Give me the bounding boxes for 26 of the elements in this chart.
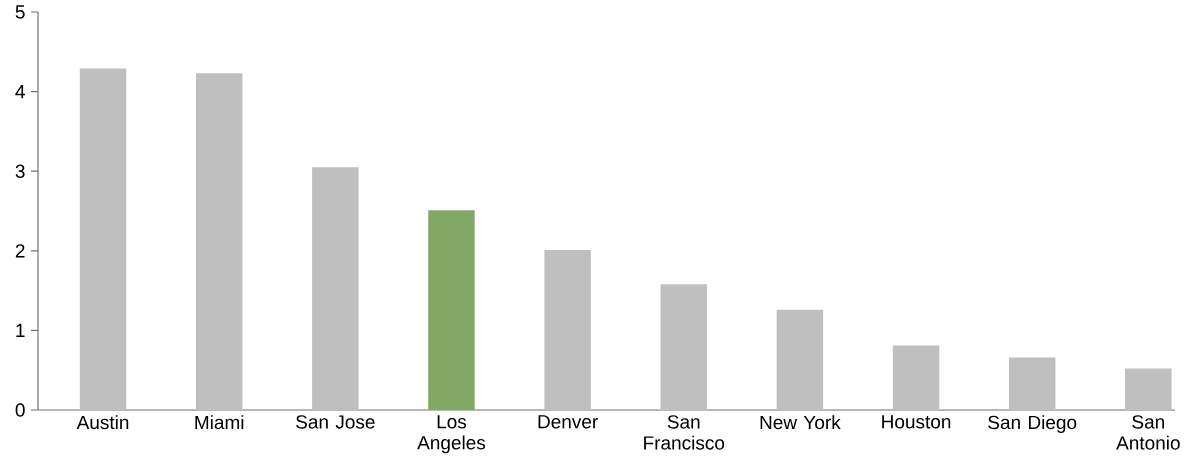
bar <box>312 167 359 410</box>
y-tick-label: 0 <box>15 403 25 417</box>
x-tick-label: Houston <box>882 415 951 429</box>
x-tick-label: New York <box>760 415 841 430</box>
y-tick-label: 1 <box>16 323 25 337</box>
bar <box>428 210 475 410</box>
x-tick-label: San Antonio <box>1116 415 1180 450</box>
bar <box>660 284 707 410</box>
x-tick-label: Miami <box>195 415 244 430</box>
x-tick-label: San Francisco <box>644 415 725 450</box>
x-tick-label: Denver <box>538 415 598 429</box>
x-tick-label: Los Angeles <box>417 415 486 454</box>
bar <box>79 68 127 410</box>
bar <box>544 250 591 410</box>
y-tick-label: 4 <box>15 85 25 99</box>
x-tick-label: San Jose <box>296 415 375 429</box>
bar <box>195 73 243 410</box>
y-tick-label: 3 <box>15 164 25 178</box>
bar <box>1125 368 1172 410</box>
bar <box>1008 357 1056 410</box>
y-tick-label: 5 <box>15 5 25 19</box>
x-tick-label: Austin <box>76 415 129 430</box>
bar <box>776 309 824 410</box>
x-tick-label: San Diego <box>988 415 1077 433</box>
bar <box>892 345 940 410</box>
y-tick-label: 2 <box>15 244 25 258</box>
